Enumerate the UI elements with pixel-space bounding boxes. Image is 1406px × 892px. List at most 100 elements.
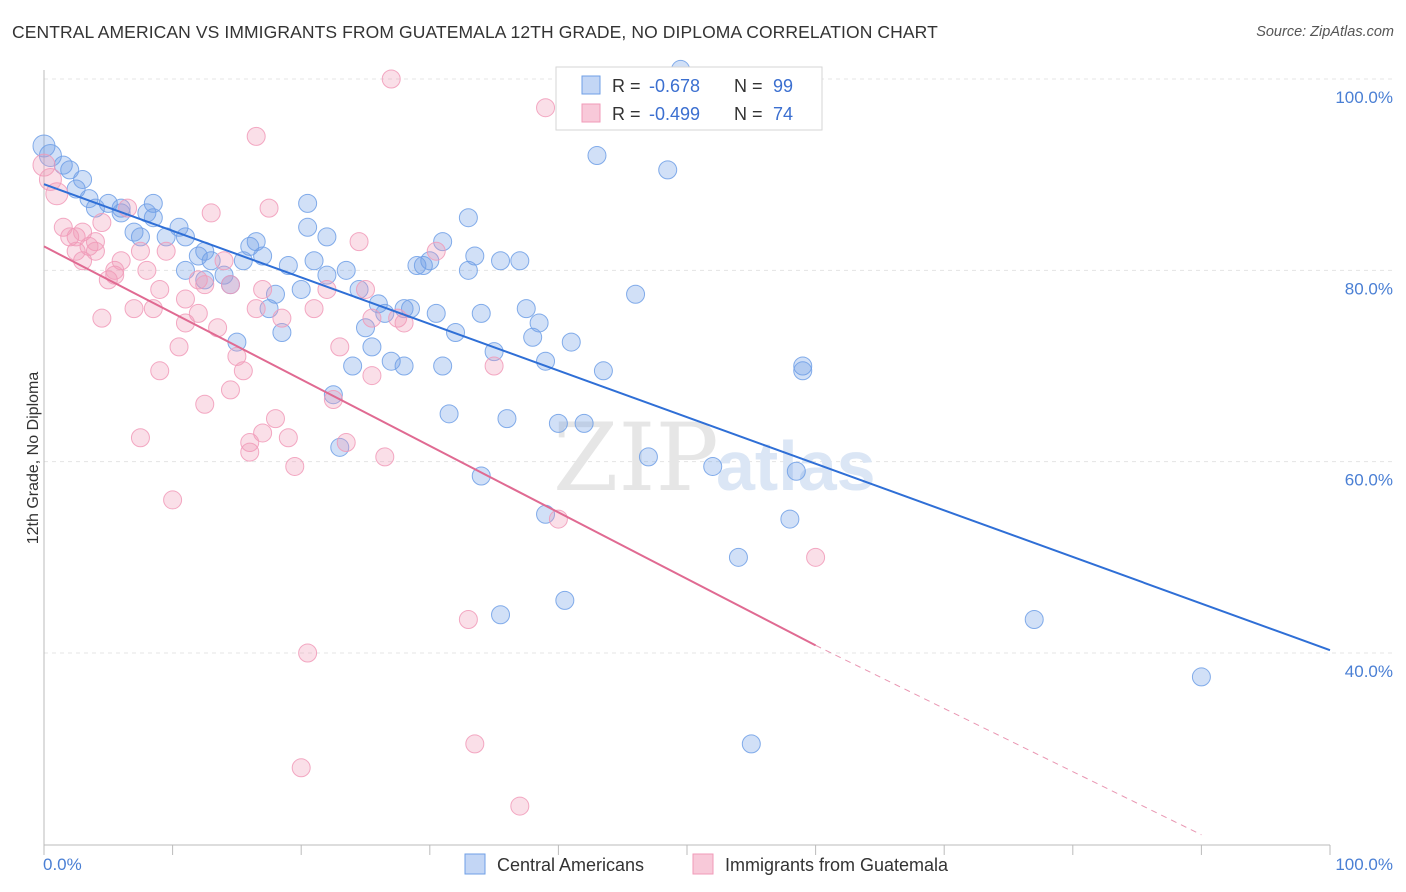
point-guatemala-38 <box>220 275 240 295</box>
point-central-americans-69 <box>491 605 511 625</box>
point-guatemala-47 <box>253 423 273 443</box>
series-legend: Central Americans Immigrants from Guatem… <box>464 853 949 875</box>
point-central-americans-82 <box>593 361 613 381</box>
point-guatemala-28 <box>169 337 189 357</box>
point-central-americans-43 <box>336 260 356 280</box>
chart-title: CENTRAL AMERICAN VS IMMIGRANTS FROM GUAT… <box>12 22 938 42</box>
point-central-americans-88 <box>728 547 748 567</box>
point-guatemala-42 <box>240 442 260 462</box>
point-central-americans-34 <box>278 256 298 276</box>
trend-line-1 <box>43 245 817 647</box>
point-guatemala-70 <box>465 734 485 754</box>
point-guatemala-17 <box>111 251 131 271</box>
bottom-legend-label-central-americans: Central Americans <box>497 855 644 875</box>
point-central-americans-87 <box>703 456 723 476</box>
point-central-americans-58 <box>433 356 453 376</box>
point-central-americans-57 <box>426 303 446 323</box>
point-guatemala-7 <box>73 222 93 242</box>
point-guatemala-26 <box>156 241 176 261</box>
legend-r-label-1: R = <box>612 76 641 96</box>
y-tick-labels: 100.0% 80.0% 60.0% 40.0% <box>1335 88 1393 681</box>
point-guatemala-58 <box>330 337 350 357</box>
point-central-americans-33 <box>272 323 292 343</box>
legend-r-value-2: -0.499 <box>649 104 700 124</box>
legend-swatch-blue <box>581 75 601 95</box>
point-guatemala-16 <box>105 260 125 280</box>
point-central-americans-32 <box>265 284 285 304</box>
point-guatemala-44 <box>246 126 266 146</box>
y-axis-label: 12th Grade, No Diploma <box>25 372 42 545</box>
point-central-americans-35 <box>291 279 311 299</box>
point-central-americans-93 <box>793 361 813 381</box>
point-central-americans-19 <box>175 260 195 280</box>
point-central-americans-68 <box>491 251 511 271</box>
point-guatemala-61 <box>356 279 375 299</box>
point-guatemala-52 <box>285 456 305 476</box>
point-guatemala-6 <box>66 241 86 261</box>
point-guatemala-4 <box>60 227 80 247</box>
x-tick-label-0: 0.0% <box>43 855 82 874</box>
point-guatemala-64 <box>375 447 395 467</box>
point-guatemala-34 <box>195 275 215 295</box>
point-central-americans-60 <box>439 404 459 424</box>
point-central-americans-75 <box>536 351 556 371</box>
watermark-zip: ZIP <box>553 404 719 513</box>
point-guatemala-25 <box>150 361 170 381</box>
point-guatemala-75 <box>806 547 826 567</box>
point-central-americans-54 <box>407 256 427 276</box>
point-central-americans-29 <box>246 232 266 252</box>
y-tick-label-60: 60.0% <box>1345 471 1393 490</box>
point-central-americans-83 <box>626 284 646 304</box>
point-central-americans-84 <box>638 447 658 467</box>
legend-swatch-pink <box>581 103 601 123</box>
point-central-americans-77 <box>548 413 568 433</box>
point-guatemala-48 <box>259 198 279 218</box>
point-guatemala-40 <box>227 346 247 366</box>
point-guatemala-68 <box>426 241 446 261</box>
point-guatemala-33 <box>195 394 215 414</box>
point-guatemala-24 <box>150 279 170 299</box>
trend-line-0 <box>43 183 1331 652</box>
point-central-americans-71 <box>510 251 530 271</box>
legend-r-label-2: R = <box>612 104 641 124</box>
point-central-americans-56 <box>420 251 440 271</box>
point-central-americans-95 <box>1191 667 1211 687</box>
point-guatemala-73 <box>536 98 556 118</box>
point-guatemala-39 <box>220 380 240 400</box>
point-central-americans-91 <box>786 461 806 481</box>
point-guatemala-13 <box>92 308 112 328</box>
point-central-americans-5 <box>73 169 93 189</box>
point-central-americans-47 <box>362 337 382 357</box>
point-guatemala-12 <box>92 213 112 232</box>
legend-n-value-1: 99 <box>773 76 793 96</box>
point-central-americans-90 <box>780 509 800 529</box>
point-guatemala-19 <box>124 299 144 319</box>
correlation-legend: R = -0.678 N = 99 R = -0.499 N = 74 <box>555 66 823 131</box>
point-guatemala-62 <box>362 308 382 328</box>
point-guatemala-54 <box>298 643 318 663</box>
point-central-americans-89 <box>741 734 761 754</box>
point-guatemala-50 <box>272 308 292 328</box>
x-tick-marks <box>43 845 1331 855</box>
point-guatemala-72 <box>510 796 530 816</box>
point-central-americans-18 <box>175 227 195 247</box>
point-central-americans-94 <box>1024 610 1044 630</box>
source-credit: Source: ZipAtlas.com <box>1256 24 1394 40</box>
point-central-americans-79 <box>561 332 581 352</box>
watermark-atlas: atlas <box>716 427 876 505</box>
point-guatemala-21 <box>130 428 150 448</box>
point-guatemala-10 <box>85 241 105 261</box>
point-guatemala-0 <box>32 153 56 177</box>
point-guatemala-32 <box>188 303 208 323</box>
point-central-americans-85 <box>658 160 678 180</box>
bottom-legend-label-guatemala: Immigrants from Guatemala <box>725 855 949 875</box>
point-central-americans-3 <box>60 160 80 180</box>
point-central-americans-48 <box>368 294 388 314</box>
point-guatemala-53 <box>291 758 311 778</box>
point-central-americans-30 <box>253 246 273 266</box>
legend-r-value-1: -0.678 <box>649 76 700 96</box>
point-central-americans-37 <box>298 193 318 213</box>
point-central-americans-36 <box>298 217 318 237</box>
watermark: ZIP atlas <box>553 404 876 513</box>
